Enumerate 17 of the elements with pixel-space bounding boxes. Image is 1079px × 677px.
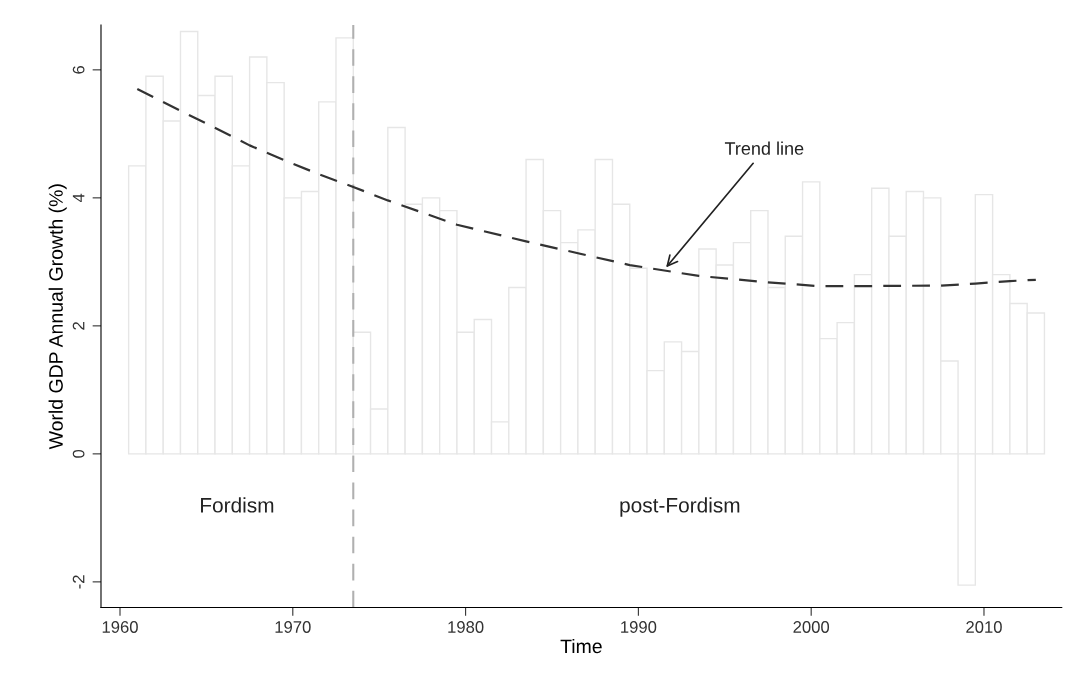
- y-axis-title: World GDP Annual Growth (%): [48, 184, 67, 450]
- line-series: [136, 87, 1037, 288]
- x-tick-label: 2000: [793, 621, 830, 633]
- annotation: Trend line: [724, 141, 804, 155]
- y-tick-label: 4: [72, 193, 85, 203]
- x-tick-label: 2010: [966, 621, 1002, 633]
- annotation: Fordism: [201, 497, 274, 513]
- annotation: post-Fordism: [620, 497, 740, 517]
- x-tick-label: 1960: [102, 621, 138, 633]
- x-tick-label: 1970: [275, 621, 311, 633]
- x-tick-label: 1990: [621, 621, 657, 633]
- y-tick-label: 6: [72, 65, 85, 74]
- y-tick-label: 2: [72, 322, 85, 330]
- x-tick-label: 1980: [448, 621, 484, 633]
- y-tick-label: -2: [72, 575, 85, 589]
- x-axis-title: Time: [560, 638, 602, 654]
- y-tick-label: 0: [72, 449, 85, 458]
